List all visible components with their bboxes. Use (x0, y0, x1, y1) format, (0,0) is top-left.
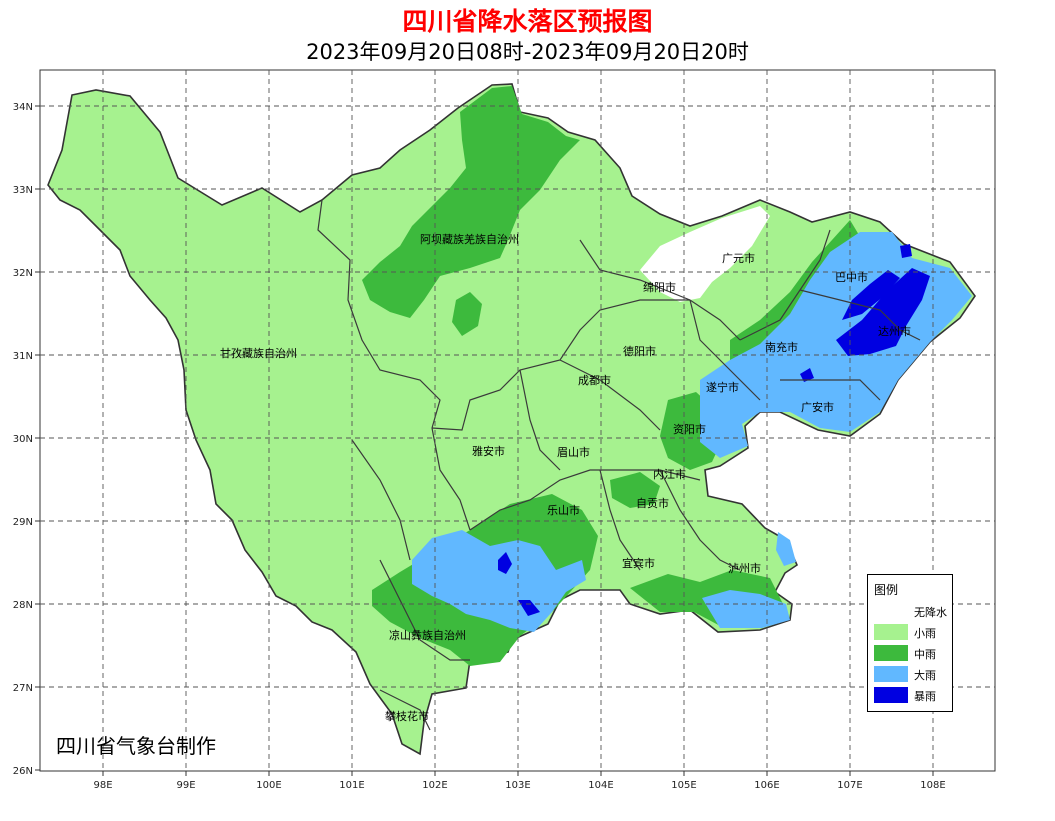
lat-tick-label: 32N (13, 268, 33, 279)
legend-box: 图例 无降水 小雨 中雨 大雨 暴雨 (867, 574, 953, 712)
city-label: 遂宁市 (706, 380, 739, 394)
city-label: 自贡市 (636, 496, 669, 510)
lon-tick-label: 101E (339, 780, 364, 791)
city-label: 宜宾市 (622, 556, 655, 570)
axis-ticks (35, 105, 934, 776)
map-title: 四川省降水落区预报图 (402, 7, 653, 36)
legend-item-no-rain: 无降水 (874, 603, 950, 619)
legend-item-rainstorm: 暴雨 (874, 687, 950, 703)
city-label: 资阳市 (673, 422, 706, 436)
lat-tick-label: 31N (13, 351, 33, 362)
lon-tick-label: 102E (422, 780, 447, 791)
city-label: 雅安市 (472, 444, 505, 458)
rainstorm-area-spot-1 (900, 244, 912, 258)
city-label: 攀枝花市 (385, 709, 429, 723)
lat-tick-label: 28N (13, 600, 33, 611)
legend-label: 大雨 (914, 669, 936, 682)
credit-text: 四川省气象台制作 (56, 734, 216, 758)
legend-swatch (874, 603, 908, 619)
rainstorm-area-dazhou (836, 268, 930, 356)
lon-tick-label: 103E (505, 780, 530, 791)
legend-item-heavy-rain: 大雨 (874, 666, 950, 682)
legend-item-moderate-rain: 中雨 (874, 645, 950, 661)
heavy-rain-area-south (412, 530, 586, 632)
city-label: 凉山彝族自治州 (389, 628, 466, 642)
city-label: 甘孜藏族自治州 (220, 346, 297, 360)
legend-swatch (874, 624, 908, 640)
legend-label: 小雨 (914, 627, 936, 640)
rainstorm-area-south-2 (518, 600, 540, 616)
lat-tick-label: 30N (13, 434, 33, 445)
city-label: 南充市 (765, 340, 798, 354)
city-label: 眉山市 (557, 445, 590, 459)
heavy-rain-area-luzhou (702, 590, 790, 628)
lon-tick-label: 107E (837, 780, 862, 791)
city-label: 广元市 (722, 251, 755, 265)
legend-title: 图例 (874, 583, 899, 597)
lon-tick-label: 104E (588, 780, 613, 791)
lat-tick-label: 27N (13, 683, 33, 694)
city-label: 德阳市 (623, 344, 656, 358)
legend-swatch (874, 645, 908, 661)
lon-tick-label: 99E (176, 780, 195, 791)
lat-tick-label: 26N (13, 766, 33, 777)
legend-label: 暴雨 (914, 690, 936, 703)
legend-item-light-rain: 小雨 (874, 624, 950, 640)
rainstorm-area-south-1 (498, 552, 512, 574)
lat-tick-label: 29N (13, 517, 33, 528)
legend-swatch (874, 666, 908, 682)
city-label: 达州市 (878, 324, 911, 338)
map-subtitle: 2023年09月20日08时-2023年09月20日20时 (306, 40, 749, 64)
city-label: 广安市 (801, 400, 834, 414)
city-label: 乐山市 (547, 503, 580, 517)
moderate-rain-area-aba (362, 86, 580, 318)
legend-label: 无降水 (914, 606, 947, 619)
legend-swatch (874, 687, 908, 703)
lon-tick-label: 108E (920, 780, 945, 791)
lon-tick-label: 98E (93, 780, 112, 791)
lat-tick-label: 33N (13, 185, 33, 196)
graticule (40, 70, 995, 771)
moderate-rain-area-zigong (610, 472, 660, 508)
lon-tick-label: 105E (671, 780, 696, 791)
moderate-rain-area-aba-south (452, 292, 482, 336)
rainstorm-area-bazhong (842, 270, 900, 320)
no-rain-area (640, 206, 770, 302)
city-label: 泸州市 (728, 561, 761, 575)
lon-tick-label: 100E (256, 780, 281, 791)
heavy-rain-area-east (776, 532, 796, 566)
city-label: 巴中市 (835, 270, 868, 284)
city-label: 阿坝藏族羌族自治州 (420, 232, 519, 246)
lat-tick-label: 34N (13, 102, 33, 113)
city-label: 成都市 (578, 373, 611, 387)
lon-tick-label: 106E (754, 780, 779, 791)
rainstorm-area-spot-2 (800, 368, 814, 382)
city-label: 绵阳市 (643, 280, 676, 294)
city-label: 内江市 (653, 467, 686, 481)
legend-label: 中雨 (914, 648, 936, 661)
